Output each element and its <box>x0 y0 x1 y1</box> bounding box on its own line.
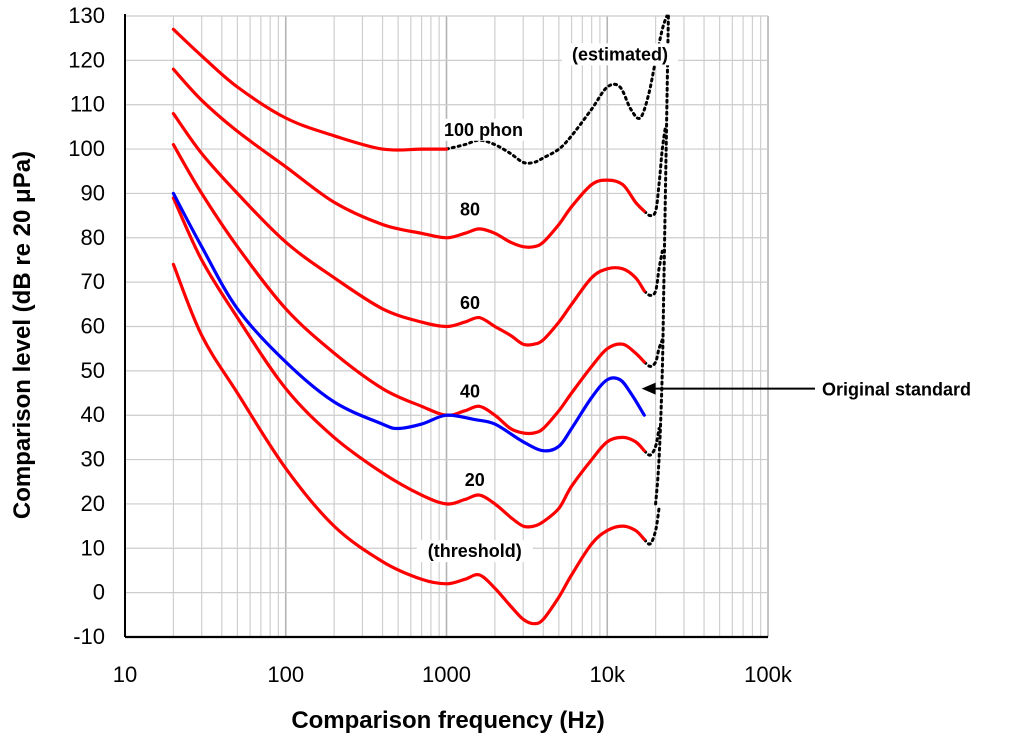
y-tick-label: 50 <box>81 358 105 383</box>
x-tick-label: 1000 <box>422 662 471 687</box>
x-tick-label: 100 <box>267 662 304 687</box>
x-axis-title: Comparison frequency (Hz) <box>291 707 604 734</box>
y-tick-label: 80 <box>81 225 105 250</box>
y-tick-label: -10 <box>73 624 105 649</box>
curve-label: (threshold) <box>428 541 522 561</box>
x-tick-label: 10 <box>113 662 137 687</box>
y-tick-label: 70 <box>81 269 105 294</box>
annotation-label: Original standard <box>822 380 971 400</box>
y-tick-label: 10 <box>81 535 105 560</box>
curve-label: 20 <box>465 470 485 490</box>
y-tick-label: 100 <box>68 136 105 161</box>
y-tick-label: 60 <box>81 314 105 339</box>
curve-label: 60 <box>460 293 480 313</box>
y-tick-label: 130 <box>68 3 105 28</box>
y-tick-label: 90 <box>81 180 105 205</box>
y-tick-label: 110 <box>70 92 105 117</box>
curve-label: 100 phon <box>444 120 523 140</box>
y-axis-title: Comparison level (dB re 20 μPa) <box>9 151 36 519</box>
y-tick-label: 30 <box>81 447 105 472</box>
y-tick-label: 0 <box>93 580 105 605</box>
x-tick-label: 10k <box>590 662 626 687</box>
y-tick-label: 20 <box>81 491 105 516</box>
curve-label: 40 <box>460 381 480 401</box>
x-tick-label: 100k <box>744 662 793 687</box>
curve-label: 80 <box>460 200 480 220</box>
y-tick-label: 40 <box>81 402 105 427</box>
y-tick-label: 120 <box>68 47 105 72</box>
curve-label: (estimated) <box>572 44 668 64</box>
